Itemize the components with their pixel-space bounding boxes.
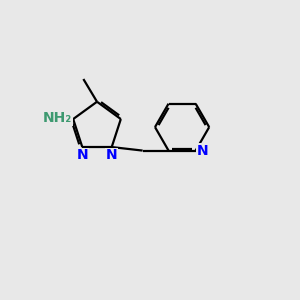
Text: N: N	[76, 148, 88, 162]
Text: N: N	[106, 148, 118, 162]
Text: NH₂: NH₂	[43, 112, 73, 125]
Text: N: N	[196, 144, 208, 158]
